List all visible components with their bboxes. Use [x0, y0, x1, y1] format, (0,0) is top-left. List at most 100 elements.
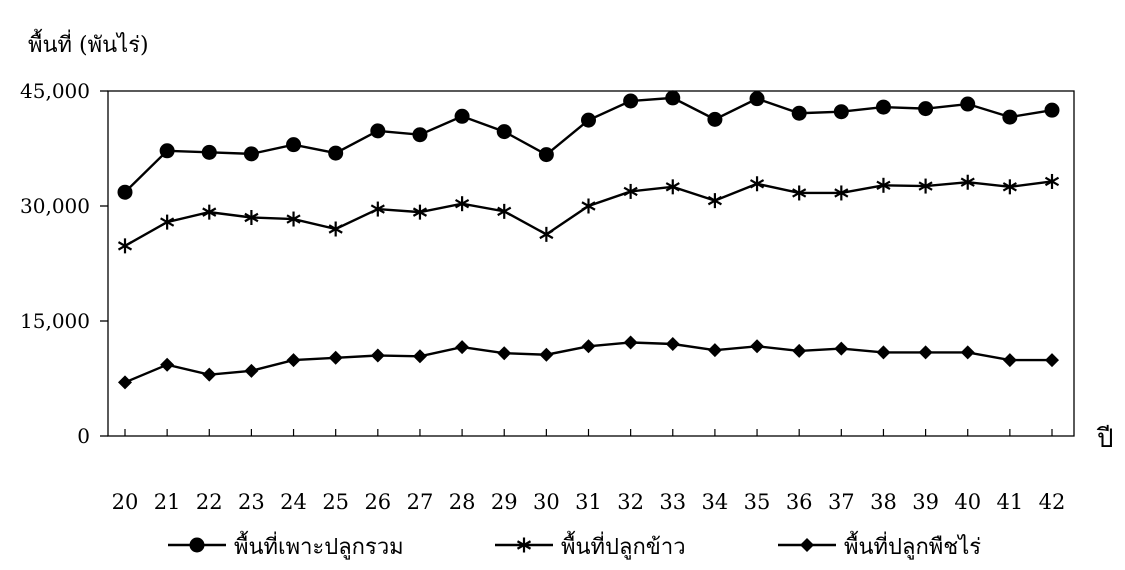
y-axis-label: พื้นที่ (พันไร่): [28, 29, 149, 58]
y-tick-label: 30,000: [20, 194, 90, 218]
data-point: [202, 204, 217, 220]
legend-item: พื้นที่ปลูกข้าว: [495, 531, 686, 560]
data-point: [286, 353, 301, 368]
x-tick-label: 23: [238, 490, 265, 514]
legend-label: พื้นที่เพาะปลูกรวม: [234, 531, 404, 560]
legend-item: พื้นที่ปลูกพืชไร่: [778, 531, 981, 560]
data-point: [539, 226, 554, 242]
data-point: [160, 357, 175, 372]
data-point: [1002, 353, 1017, 368]
data-point: [118, 375, 132, 390]
data-point: [960, 174, 975, 190]
x-tick-label: 41: [996, 490, 1023, 514]
y-tick-label: 45,000: [20, 79, 90, 103]
x-tick-label: 35: [744, 490, 771, 514]
data-point: [244, 363, 259, 378]
series-line: [124, 96, 1053, 194]
data-point: [201, 144, 217, 160]
x-tick-label: 39: [912, 490, 939, 514]
data-point: [412, 349, 427, 364]
data-point: [581, 339, 596, 354]
data-point: [286, 137, 302, 153]
series-group: [118, 335, 1059, 390]
data-point: [159, 143, 175, 159]
data-point: [539, 347, 554, 362]
x-tick-label: 33: [659, 490, 686, 514]
x-tick-label: 42: [1039, 490, 1066, 514]
data-point: [707, 111, 723, 127]
data-point: [497, 346, 512, 361]
x-tick-label: 22: [196, 490, 223, 514]
series-group: [117, 173, 1060, 254]
legend-label: พื้นที่ปลูกข้าว: [561, 531, 686, 560]
data-point: [581, 198, 596, 214]
legend-marker: [800, 538, 814, 552]
data-point: [960, 345, 975, 360]
data-point: [749, 91, 765, 107]
data-point: [1002, 109, 1018, 125]
data-point: [370, 348, 385, 363]
data-point: [412, 127, 428, 143]
y-tick-label: 15,000: [20, 309, 90, 333]
data-point: [918, 178, 933, 194]
data-point: [792, 185, 807, 201]
x-tick-label: 24: [280, 490, 307, 514]
data-point: [496, 124, 512, 140]
data-point: [791, 105, 807, 121]
x-tick-label: 36: [786, 490, 813, 514]
x-tick-label: 25: [322, 490, 349, 514]
data-point: [454, 108, 470, 124]
data-point: [117, 238, 133, 254]
x-axis-label: ปี: [1096, 424, 1114, 454]
data-point: [286, 211, 301, 227]
data-point: [665, 179, 680, 195]
data-point: [202, 367, 217, 382]
data-point: [455, 340, 470, 355]
data-point: [328, 221, 343, 237]
data-point: [370, 201, 385, 217]
legend-label: พื้นที่ปลูกพืชไร่: [844, 531, 981, 560]
data-point: [1044, 173, 1060, 189]
data-point: [665, 337, 680, 351]
data-point: [918, 101, 934, 117]
data-point: [581, 112, 596, 128]
data-point: [960, 96, 976, 112]
data-point: [497, 203, 512, 219]
x-tick-label: 30: [533, 490, 560, 514]
y-tick-label: 0: [77, 424, 90, 448]
data-point: [538, 147, 554, 163]
x-tick-label: 34: [702, 490, 729, 514]
data-point: [665, 90, 681, 106]
data-point: [833, 104, 849, 120]
data-point: [623, 93, 639, 109]
data-point: [834, 341, 849, 356]
x-tick-label: 40: [954, 490, 981, 514]
data-point: [244, 210, 259, 225]
data-point: [117, 184, 133, 200]
data-point: [1044, 102, 1060, 118]
data-point: [1002, 179, 1017, 195]
data-point: [160, 214, 175, 230]
data-point: [623, 183, 638, 199]
x-tick-label: 28: [449, 490, 476, 514]
x-tick-label: 32: [617, 490, 644, 514]
data-point: [328, 145, 344, 161]
data-point: [623, 335, 638, 350]
data-point: [412, 204, 428, 220]
data-point: [243, 146, 259, 162]
data-point: [875, 99, 891, 115]
data-point: [370, 123, 386, 139]
x-tick-label: 21: [154, 490, 181, 514]
x-tick-label: 29: [491, 490, 518, 514]
data-point: [876, 177, 891, 193]
legend-item: พื้นที่เพาะปลูกรวม: [168, 531, 404, 560]
data-point: [876, 345, 891, 360]
x-tick-label: 31: [575, 490, 602, 514]
series-group: [117, 90, 1060, 200]
data-point: [792, 343, 807, 358]
x-tick-label: 38: [870, 490, 897, 514]
x-tick-label: 20: [112, 490, 139, 514]
legend-marker: [516, 537, 532, 553]
x-tick-label: 26: [364, 490, 391, 514]
